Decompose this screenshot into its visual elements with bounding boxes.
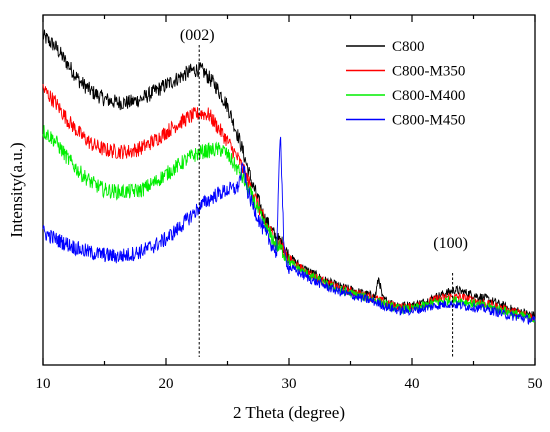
- x-tick-label: 20: [159, 376, 174, 392]
- x-tick-label: 30: [282, 376, 297, 392]
- x-tick-label: 40: [405, 376, 420, 392]
- y-axis-label: Intensity(a.u.): [7, 142, 26, 237]
- peak-annotations: (002) (100): [180, 27, 468, 252]
- peak-label: (002): [180, 27, 215, 44]
- legend-label: C800-M400: [392, 88, 465, 104]
- series-line-c800-m450: [42, 136, 536, 326]
- series-line-c800-m400: [42, 125, 536, 323]
- x-tick-labels: 10 20 30 40 50: [36, 376, 543, 392]
- legend: C800 C800-M350 C800-M400 C800-M450: [346, 39, 465, 129]
- axis-ticks: [42, 15, 536, 365]
- legend-label: C800: [392, 39, 425, 55]
- legend-label: C800-M350: [392, 64, 465, 80]
- x-tick-label: 50: [528, 376, 543, 392]
- legend-label: C800-M450: [392, 113, 465, 129]
- reference-lines: [198, 45, 454, 357]
- x-axis-label: 2 Theta (degree): [233, 403, 345, 422]
- x-tick-label: 10: [36, 376, 51, 392]
- peak-label: (100): [433, 235, 468, 252]
